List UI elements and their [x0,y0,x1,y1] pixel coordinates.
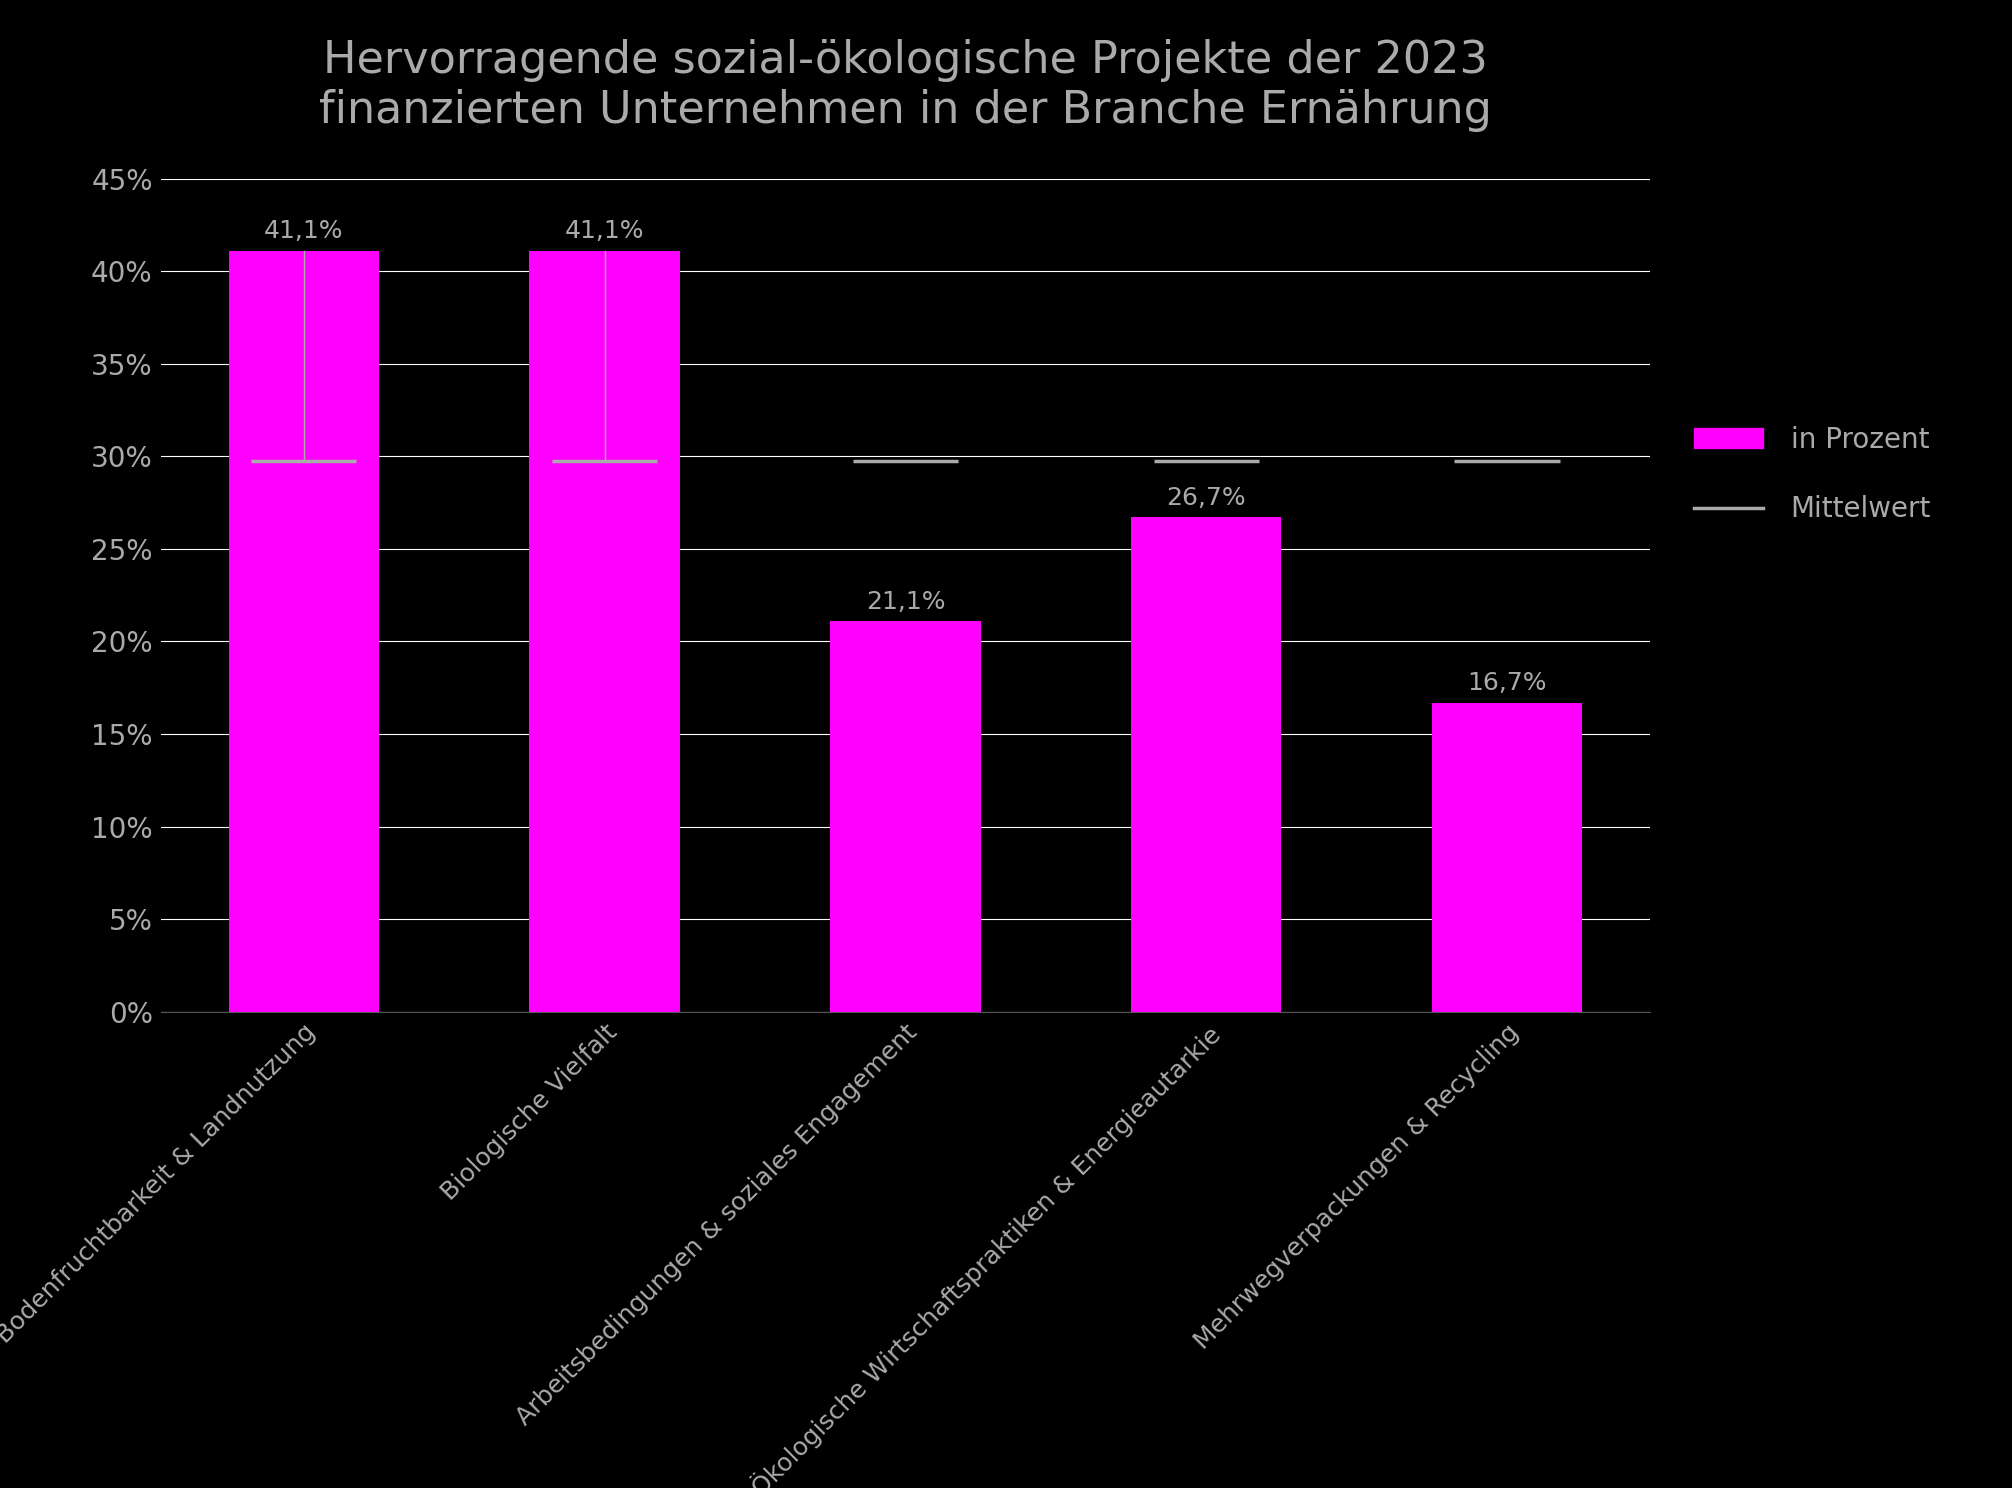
Text: 26,7%: 26,7% [1167,487,1245,510]
Legend: in Prozent, Mittelwert: in Prozent, Mittelwert [1694,426,1932,524]
Bar [1433,702,1581,1012]
Text: 16,7%: 16,7% [1467,671,1547,695]
Text: 21,1%: 21,1% [865,589,946,613]
Bar [229,251,378,1012]
Text: 41,1%: 41,1% [264,219,344,244]
Bar [529,251,680,1012]
Bar [831,620,980,1012]
Text: 41,1%: 41,1% [565,219,644,244]
Bar [1131,518,1282,1012]
Title: Hervorragende sozial-ökologische Projekte der 2023
finanzierten Unternehmen in d: Hervorragende sozial-ökologische Projekt… [320,39,1491,132]
